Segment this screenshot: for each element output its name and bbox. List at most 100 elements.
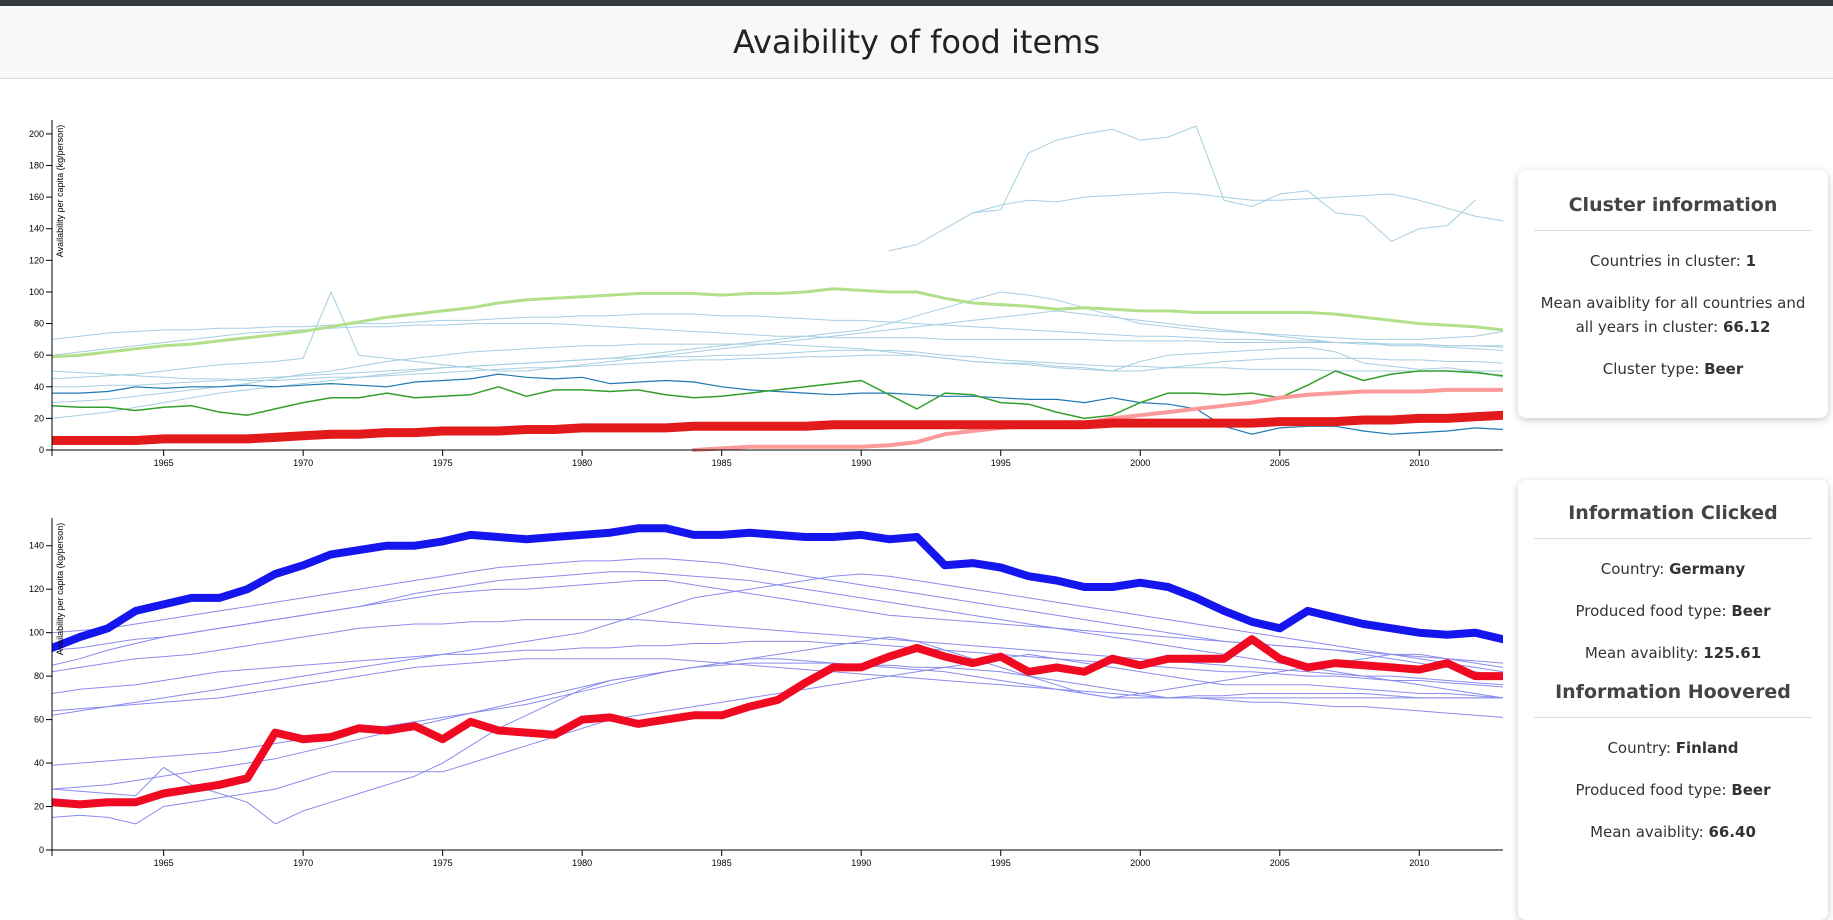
mean-label: Mean avaiblity for all countries and all… (1540, 294, 1806, 336)
x-tick-label: 1995 (991, 458, 1011, 468)
hovered-food-type: Produced food type: Beer (1518, 778, 1828, 802)
y-axis-label: Availability per capita (kg/person) (55, 523, 65, 655)
series-line-4[interactable] (52, 640, 1503, 694)
series-line-6[interactable] (52, 662, 1503, 790)
y-tick-label: 100 (29, 287, 44, 297)
top-bar (0, 0, 1833, 6)
clicked-country: Country: Germany (1518, 557, 1828, 581)
series-line-8[interactable] (888, 125, 1476, 252)
y-tick-label: 80 (34, 671, 44, 681)
x-tick-label: 2000 (1130, 858, 1150, 868)
y-tick-label: 80 (34, 319, 44, 329)
x-tick-label: 1965 (154, 858, 174, 868)
clicked-info-heading: Information Clicked (1568, 502, 1778, 524)
series-line-7[interactable] (52, 636, 1503, 825)
hovered-info-heading: Information Hoovered (1555, 681, 1791, 703)
hovered-type-value: Beer (1731, 781, 1771, 799)
clicked-mean-value: 125.61 (1703, 644, 1762, 662)
series-line-0[interactable] (52, 573, 1503, 716)
series-line-12[interactable] (52, 635, 1503, 809)
x-tick-label: 1970 (293, 858, 313, 868)
series-line-9[interactable] (52, 373, 1503, 435)
mean-availability-cluster: Mean avaiblity for all countries and all… (1518, 291, 1828, 339)
clicked-mean: Mean avaiblity: 125.61 (1518, 641, 1828, 665)
y-tick-label: 140 (29, 541, 44, 551)
hovered-country: Country: Finland (1518, 736, 1828, 760)
y-tick-label: 60 (34, 715, 44, 725)
y-tick-label: 20 (34, 802, 44, 812)
series-line-13[interactable] (52, 410, 1503, 445)
cluster-info-card: Cluster information Countries in cluster… (1518, 170, 1828, 418)
clicked-mean-label: Mean avaiblity: (1584, 644, 1704, 662)
x-tick-label: 2000 (1130, 458, 1150, 468)
series-line-0[interactable] (52, 346, 1503, 381)
x-tick-label: 2005 (1270, 458, 1290, 468)
y-tick-label: 120 (29, 255, 44, 265)
cluster-type-label: Cluster type: (1602, 360, 1705, 378)
y-tick-label: 0 (39, 845, 44, 855)
clicked-country-label: Country: (1600, 560, 1670, 578)
x-tick-label: 1990 (851, 458, 871, 468)
x-tick-label: 1965 (154, 458, 174, 468)
top-line-chart[interactable]: 1965 1970 1975 1980 1985 1990 1995 2000 2005 2010… (0, 100, 1510, 495)
series-group (52, 125, 1503, 452)
x-tick-label: 1990 (851, 858, 871, 868)
clicked-type-label: Produced food type: (1575, 602, 1732, 620)
series-line-4[interactable] (52, 323, 1503, 356)
y-tick-label: 20 (34, 413, 44, 423)
y-tick-label: 100 (29, 628, 44, 638)
series-line-11[interactable] (52, 287, 1503, 359)
series-line-7[interactable] (972, 191, 1503, 222)
bottom-line-chart[interactable]: 1965 1970 1975 1980 1985 1990 1995 2000 2005 2010… (0, 500, 1510, 895)
page-header: Avaibility of food items (0, 6, 1833, 79)
hovered-mean: Mean avaiblity: 66.40 (1518, 820, 1828, 844)
hovered-country-value: Finland (1675, 739, 1739, 757)
x-tick-label: 1980 (572, 458, 592, 468)
x-tick-label: 1985 (712, 858, 732, 868)
clicked-country-value: Germany (1669, 560, 1746, 578)
series-line-10[interactable] (52, 619, 1503, 686)
x-tick-label: 2010 (1409, 858, 1429, 868)
x-tick-label: 1970 (293, 458, 313, 468)
series-line-9[interactable] (52, 658, 1503, 718)
hovered-mean-label: Mean avaiblity: (1590, 823, 1709, 841)
y-tick-label: 120 (29, 584, 44, 594)
series-line-3[interactable] (52, 291, 1503, 419)
y-tick-label: 60 (34, 350, 44, 360)
selection-info-card: Information Clicked Country: Germany Pro… (1518, 480, 1828, 920)
y-tick-label: 40 (34, 758, 44, 768)
clicked-type-value: Beer (1731, 602, 1771, 620)
cluster-type-value: Beer (1704, 360, 1744, 378)
x-tick-label: 2010 (1409, 458, 1429, 468)
cluster-type: Cluster type: Beer (1518, 357, 1828, 381)
countries-value: 1 (1745, 252, 1757, 270)
x-tick-label: 1980 (572, 858, 592, 868)
x-tick-label: 1985 (712, 458, 732, 468)
page-title: Avaibility of food items (733, 23, 1100, 61)
x-tick-label: 2005 (1270, 858, 1290, 868)
y-tick-label: 40 (34, 382, 44, 392)
series-line-6[interactable] (52, 313, 1503, 348)
series-line-10[interactable] (52, 370, 1503, 420)
x-tick-label: 1975 (433, 458, 453, 468)
series-line-5[interactable] (52, 291, 1503, 380)
axes: 1965 1970 1975 1980 1985 1990 1995 2000 2005 2010… (29, 518, 1503, 868)
series-line-8[interactable] (52, 653, 1503, 825)
series-line-1[interactable] (52, 349, 1503, 388)
cluster-info-heading: Cluster information (1568, 194, 1778, 216)
clicked-food-type: Produced food type: Beer (1518, 599, 1828, 623)
y-tick-label: 0 (39, 445, 44, 455)
x-tick-label: 1995 (991, 858, 1011, 868)
series-line-1[interactable] (52, 571, 1503, 699)
mean-value: 66.12 (1722, 318, 1771, 336)
y-tick-label: 140 (29, 224, 44, 234)
hovered-country-label: Country: (1607, 739, 1676, 757)
y-tick-label: 160 (29, 192, 44, 202)
series-line-2[interactable] (52, 343, 1503, 404)
x-tick-label: 1975 (433, 858, 453, 868)
countries-in-cluster: Countries in cluster: 1 (1518, 249, 1828, 273)
y-axis-label: Availability per capita (kg/person) (55, 125, 65, 257)
series-line-11[interactable] (52, 524, 1503, 652)
series-group (52, 524, 1503, 825)
divider (1534, 230, 1812, 231)
